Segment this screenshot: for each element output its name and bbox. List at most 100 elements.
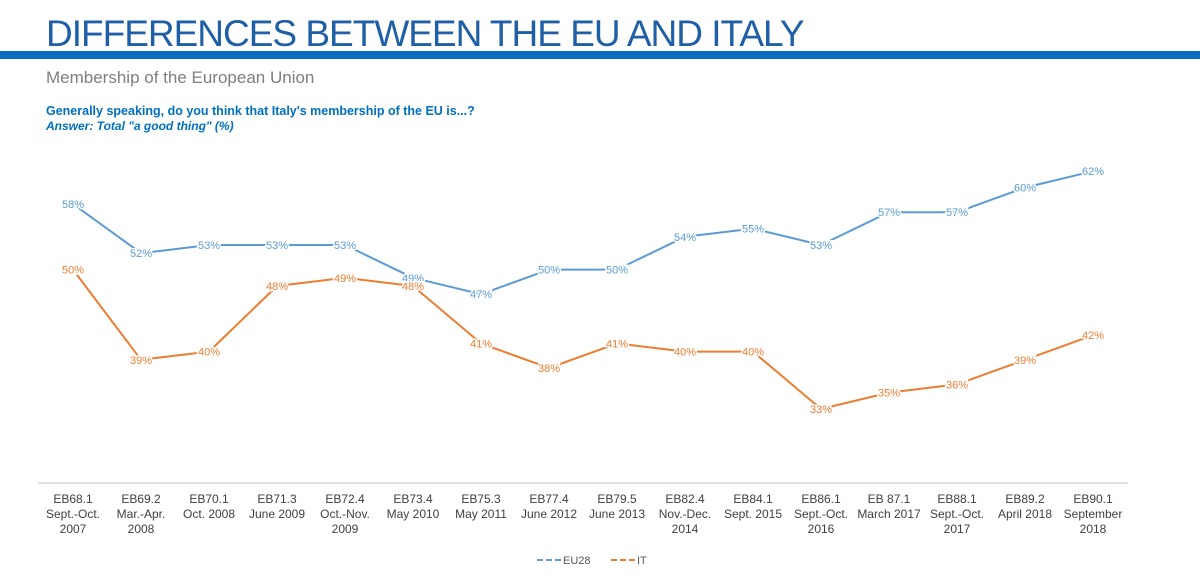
data-label-eu28: 50% bbox=[606, 265, 628, 277]
x-tick-line: Sept.-Oct. bbox=[46, 507, 100, 521]
x-tick-line: EB72.4 bbox=[325, 492, 365, 506]
data-label-eu28: 50% bbox=[538, 265, 560, 277]
data-point-eu28 bbox=[683, 235, 687, 239]
x-tick-line: September bbox=[1064, 507, 1123, 521]
x-tick-label: EB77.4 June 2012 bbox=[521, 492, 577, 521]
data-label-it: 41% bbox=[470, 338, 492, 350]
data-point-it bbox=[547, 366, 551, 370]
series-line-it bbox=[72, 268, 1094, 410]
data-point-it bbox=[1091, 333, 1095, 337]
data-point-eu28 bbox=[411, 276, 415, 280]
x-tick-line: EB71.3 bbox=[257, 492, 297, 506]
x-tick-label: EB88.1 Sept.-Oct. 2017 bbox=[930, 492, 984, 536]
data-point-it bbox=[751, 350, 755, 354]
data-point-it bbox=[819, 407, 823, 411]
data-label-it: 36% bbox=[946, 379, 968, 391]
title-rule bbox=[0, 51, 1200, 59]
data-point-it bbox=[139, 358, 143, 362]
x-tick-line: EB75.3 bbox=[461, 492, 501, 506]
data-point-eu28 bbox=[479, 292, 483, 296]
x-tick-line: 2018 bbox=[1080, 522, 1107, 536]
x-tick-line: EB70.1 bbox=[189, 492, 229, 506]
data-label-it: 33% bbox=[810, 404, 832, 416]
page-subtitle: Membership of the European Union bbox=[46, 68, 315, 87]
x-tick-line: Sept.-Oct. bbox=[794, 507, 848, 521]
survey-question: Generally speaking, do you think that It… bbox=[46, 104, 475, 118]
data-label-it: 39% bbox=[1014, 355, 1036, 367]
x-tick-line: Oct.-Nov. bbox=[320, 507, 370, 521]
data-label-eu28: 57% bbox=[946, 207, 968, 219]
data-label-eu28: 47% bbox=[470, 289, 492, 301]
chart-legend: EU28 IT bbox=[537, 555, 647, 567]
x-tick-line: 2016 bbox=[808, 522, 835, 536]
data-point-it bbox=[343, 276, 347, 280]
data-point-it bbox=[615, 341, 619, 345]
x-tick-line: Oct. 2008 bbox=[183, 507, 235, 521]
data-label-eu28: 53% bbox=[810, 240, 832, 252]
data-label-it: 35% bbox=[878, 388, 900, 400]
data-label-eu28: 49% bbox=[402, 273, 424, 285]
data-point-eu28 bbox=[751, 227, 755, 231]
data-point-eu28 bbox=[71, 202, 75, 206]
x-tick-label: EB69.2 Mar.-Apr. 2008 bbox=[117, 492, 166, 536]
data-label-eu28: 57% bbox=[878, 207, 900, 219]
x-tick-line: 2017 bbox=[944, 522, 971, 536]
x-tick-label: EB70.1 Oct. 2008 bbox=[183, 492, 235, 521]
data-label-eu28: 53% bbox=[198, 240, 220, 252]
x-tick-line: May 2011 bbox=[455, 507, 507, 521]
x-tick-line: EB88.1 bbox=[937, 492, 977, 506]
data-label-eu28: 55% bbox=[742, 224, 764, 236]
data-label-eu28: 54% bbox=[674, 232, 696, 244]
data-point-eu28 bbox=[1091, 169, 1095, 173]
x-tick-line: March 2017 bbox=[857, 507, 921, 521]
data-point-eu28 bbox=[275, 243, 279, 247]
data-label-eu28: 62% bbox=[1082, 166, 1104, 178]
x-tick-label: EB90.1 September 2018 bbox=[1064, 492, 1123, 536]
data-label-eu28: 53% bbox=[266, 240, 288, 252]
x-tick-line: EB69.2 bbox=[121, 492, 161, 506]
x-tick-label: EB79.5 June 2013 bbox=[589, 492, 645, 521]
x-tick-line: EB79.5 bbox=[597, 492, 637, 506]
x-tick-line: Mar.-Apr. bbox=[117, 507, 166, 521]
data-point-it bbox=[683, 350, 687, 354]
x-tick-line: EB77.4 bbox=[529, 492, 569, 506]
data-label-it: 50% bbox=[62, 265, 84, 277]
data-label-eu28: 58% bbox=[62, 199, 84, 211]
data-point-eu28 bbox=[343, 243, 347, 247]
x-tick-line: May 2010 bbox=[387, 507, 440, 521]
x-tick-label: EB89.2 April 2018 bbox=[998, 492, 1052, 521]
data-point-it bbox=[207, 350, 211, 354]
x-tick-label: EB68.1 Sept.-Oct. 2007 bbox=[46, 492, 100, 536]
x-tick-line: Sept.-Oct. bbox=[930, 507, 984, 521]
legend-label-eu28: EU28 bbox=[563, 555, 591, 567]
data-point-it bbox=[411, 284, 415, 288]
data-label-it: 40% bbox=[198, 347, 220, 359]
x-tick-line: EB86.1 bbox=[801, 492, 841, 506]
data-point-it bbox=[1023, 358, 1027, 362]
x-tick-label: EB86.1 Sept.-Oct. 2016 bbox=[794, 492, 848, 536]
page-title: DIFFERENCES BETWEEN THE EU AND ITALY bbox=[46, 13, 805, 54]
data-point-eu28 bbox=[139, 251, 143, 255]
x-tick-line: April 2018 bbox=[998, 507, 1052, 521]
data-label-eu28: 53% bbox=[334, 240, 356, 252]
x-tick-label: EB73.4 May 2010 bbox=[387, 492, 440, 521]
data-point-it bbox=[71, 268, 75, 272]
x-tick-label: EB82.4 Nov.-Dec. 2014 bbox=[659, 492, 711, 536]
data-point-eu28 bbox=[547, 268, 551, 272]
x-tick-line: 2007 bbox=[60, 522, 87, 536]
x-tick-label: EB71.3 June 2009 bbox=[249, 492, 305, 521]
x-tick-label: EB 87.1 March 2017 bbox=[857, 492, 921, 521]
x-tick-line: EB89.2 bbox=[1005, 492, 1045, 506]
x-tick-line: Sept. 2015 bbox=[724, 507, 782, 521]
data-label-it: 40% bbox=[674, 347, 696, 359]
x-tick-line: EB68.1 bbox=[53, 492, 93, 506]
data-point-it bbox=[479, 341, 483, 345]
x-tick-line: EB90.1 bbox=[1073, 492, 1113, 506]
data-label-it: 49% bbox=[334, 273, 356, 285]
data-point-eu28 bbox=[819, 243, 823, 247]
data-label-it: 48% bbox=[402, 281, 424, 293]
x-tick-line: 2014 bbox=[672, 522, 699, 536]
data-label-eu28: 60% bbox=[1014, 183, 1036, 195]
legend-label-it: IT bbox=[637, 555, 647, 567]
